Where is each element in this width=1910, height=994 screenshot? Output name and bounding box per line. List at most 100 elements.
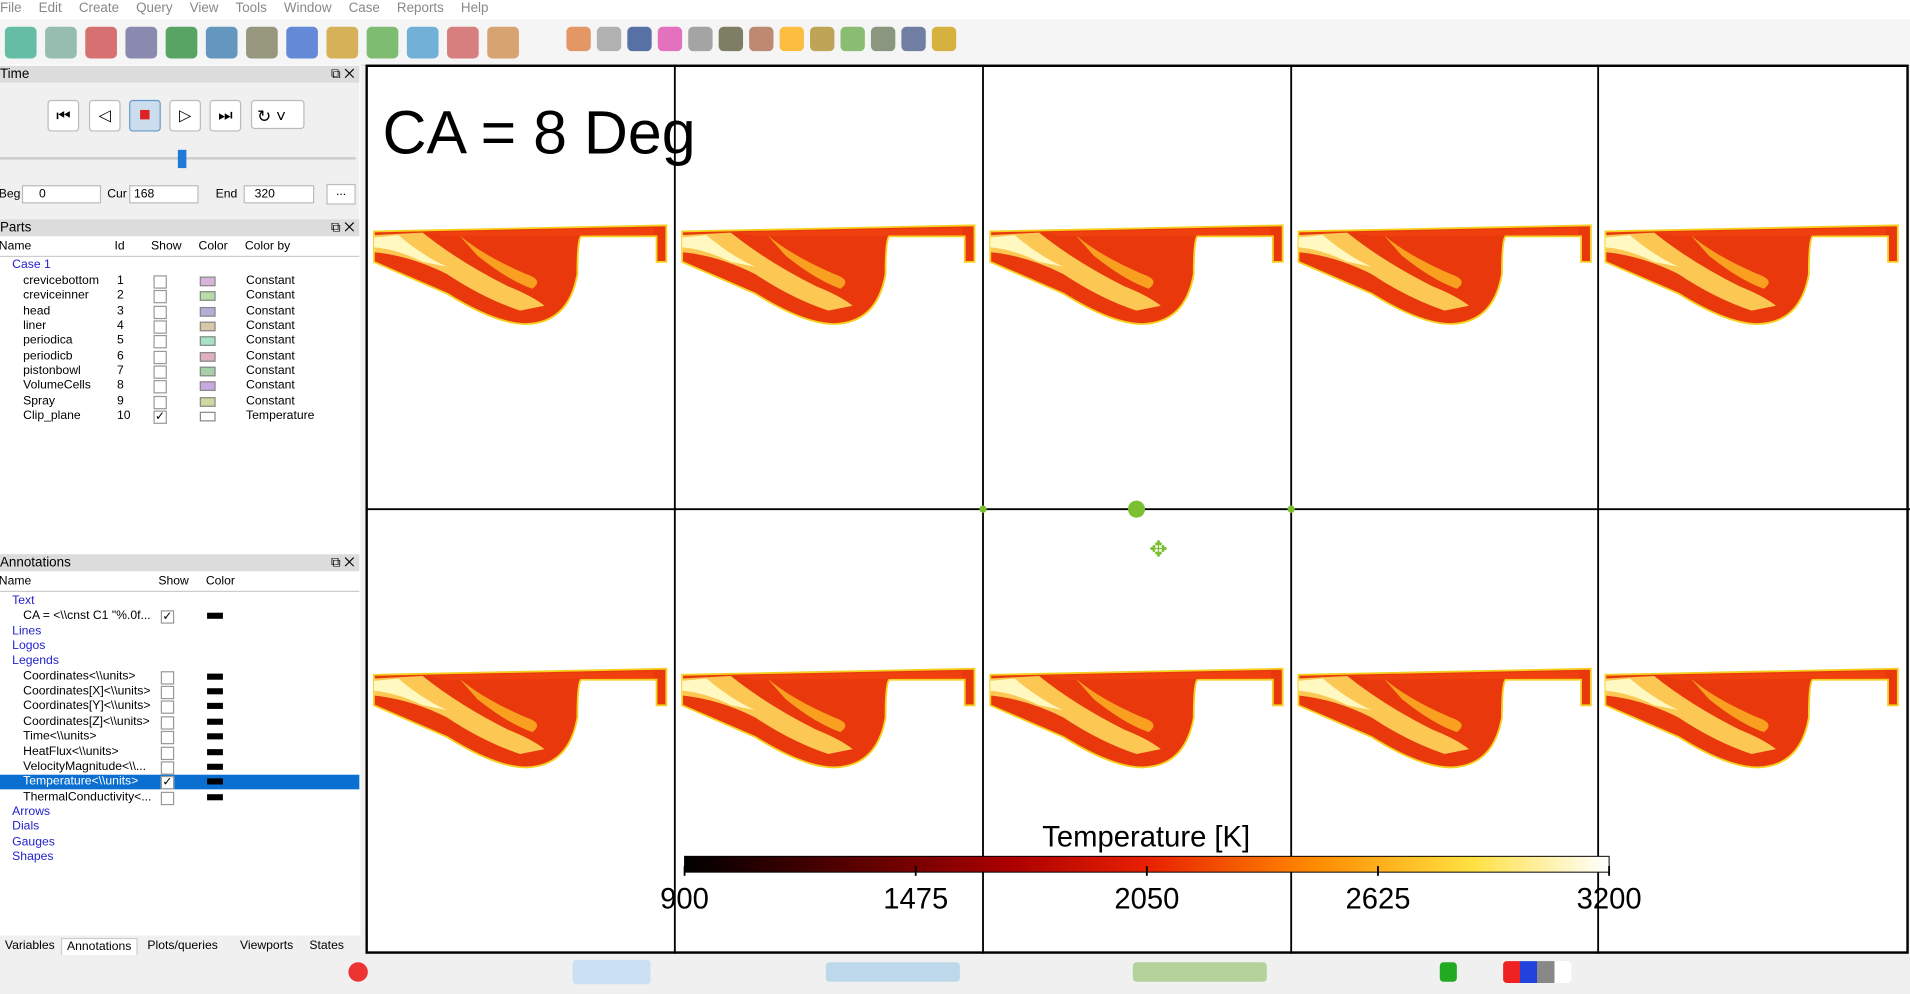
part-row[interactable]: Clip_plane 10 ✓ Temperature bbox=[0, 409, 359, 425]
first-button[interactable]: ⏮ bbox=[47, 99, 80, 132]
color-swatch[interactable] bbox=[207, 688, 223, 695]
annotation-row[interactable]: Temperature<\\units> ✓ bbox=[0, 774, 360, 790]
tool-group[interactable] bbox=[825, 962, 960, 982]
annotation-row[interactable]: Coordinates<\\units> bbox=[0, 670, 359, 685]
show-checkbox[interactable] bbox=[153, 275, 167, 289]
cur-input[interactable]: 168 bbox=[129, 185, 199, 204]
end-input[interactable]: 320 bbox=[243, 185, 315, 204]
color-button[interactable] bbox=[1503, 961, 1572, 984]
manipulators[interactable]: ✥ bbox=[979, 500, 1295, 562]
menu-item[interactable]: Create bbox=[78, 1, 120, 16]
part-row[interactable]: VolumeCells 8 Constant bbox=[0, 379, 359, 394]
group-name[interactable]: Arrows bbox=[12, 805, 51, 819]
tool-button[interactable] bbox=[85, 26, 117, 59]
show-checkbox[interactable] bbox=[160, 791, 175, 805]
menu-item[interactable]: Reports bbox=[396, 1, 444, 16]
tool-button[interactable] bbox=[326, 26, 359, 59]
tool-button[interactable] bbox=[840, 26, 865, 52]
part-row[interactable]: periodicb 6 Constant bbox=[0, 349, 359, 364]
annotation-row[interactable]: Coordinates[Z]<\\units> bbox=[0, 715, 359, 730]
show-checkbox[interactable] bbox=[153, 320, 167, 334]
tool-button[interactable] bbox=[165, 26, 198, 59]
case-name[interactable]: Case 1 bbox=[12, 258, 51, 272]
tool-button[interactable] bbox=[810, 26, 835, 52]
tool-button[interactable] bbox=[870, 26, 896, 52]
show-checkbox[interactable]: ✓ bbox=[160, 776, 175, 790]
tool-button[interactable] bbox=[487, 26, 519, 59]
tool-button[interactable] bbox=[125, 26, 158, 59]
tool-button[interactable] bbox=[366, 26, 399, 59]
close-button[interactable]: ⧉ ✕ bbox=[330, 555, 355, 571]
part-row[interactable]: creviceinner 2 Constant bbox=[0, 289, 359, 304]
play-button[interactable]: ▷ bbox=[169, 99, 201, 132]
color-swatch[interactable] bbox=[199, 411, 216, 422]
part-row[interactable]: Spray 9 Constant bbox=[0, 394, 359, 410]
menu-item[interactable]: Query bbox=[136, 1, 173, 16]
color-swatch[interactable] bbox=[207, 703, 223, 710]
color-swatch[interactable] bbox=[207, 778, 223, 785]
annotation-row[interactable]: CA = <\\cnst C1 "%.0f... ✓ bbox=[0, 609, 359, 625]
color-swatch[interactable] bbox=[199, 291, 216, 302]
show-checkbox[interactable] bbox=[160, 746, 175, 760]
stop-button[interactable]: ■ bbox=[129, 99, 161, 132]
close-button[interactable]: ⧉ ✕ bbox=[330, 66, 355, 82]
color-swatch[interactable] bbox=[199, 306, 216, 317]
show-checkbox[interactable]: ✓ bbox=[153, 410, 167, 425]
show-checkbox[interactable] bbox=[153, 395, 167, 410]
color-swatch[interactable] bbox=[199, 321, 216, 332]
tab[interactable]: Variables bbox=[4, 939, 55, 953]
tool-button[interactable] bbox=[688, 26, 713, 52]
menu-item[interactable]: Window bbox=[283, 1, 332, 16]
color-swatch[interactable] bbox=[207, 733, 223, 740]
tool-button[interactable] bbox=[447, 26, 479, 59]
color-swatch[interactable] bbox=[207, 718, 223, 725]
annotation-row[interactable]: HeatFlux<\\units> bbox=[0, 745, 359, 760]
color-swatch[interactable] bbox=[207, 763, 223, 770]
tool-button[interactable] bbox=[348, 962, 368, 982]
tab[interactable]: States bbox=[309, 939, 344, 953]
prev-button[interactable]: ◁ bbox=[88, 99, 121, 132]
color-swatch[interactable] bbox=[199, 366, 216, 377]
tool-button[interactable] bbox=[45, 26, 77, 59]
tool-button[interactable] bbox=[286, 26, 318, 59]
annotation-row[interactable]: Coordinates[X]<\\units> bbox=[0, 685, 359, 700]
color-swatch[interactable] bbox=[207, 673, 223, 680]
tool-button[interactable] bbox=[779, 26, 804, 52]
tool-button[interactable] bbox=[4, 26, 37, 59]
tool-button[interactable] bbox=[406, 26, 439, 59]
tool-button[interactable] bbox=[572, 959, 651, 985]
annotation-row[interactable]: ThermalConductivity<... bbox=[0, 790, 359, 805]
menu-item[interactable]: File bbox=[0, 1, 22, 16]
tab[interactable]: Viewports bbox=[239, 939, 294, 953]
menu-item[interactable]: Edit bbox=[38, 1, 62, 16]
group-name[interactable]: Legends bbox=[12, 654, 59, 668]
show-checkbox[interactable] bbox=[160, 670, 175, 685]
menu-item[interactable]: Tools bbox=[235, 1, 267, 16]
more-button[interactable]: ... bbox=[326, 183, 356, 205]
group-name[interactable]: Gauges bbox=[12, 835, 55, 849]
show-checkbox[interactable] bbox=[153, 365, 167, 379]
show-checkbox[interactable] bbox=[160, 700, 175, 715]
tool-button[interactable] bbox=[749, 26, 774, 52]
annotation-row[interactable]: Time<\\units> bbox=[0, 730, 359, 745]
show-checkbox[interactable] bbox=[153, 290, 167, 304]
color-swatch[interactable] bbox=[207, 748, 223, 755]
group-name[interactable]: Text bbox=[12, 594, 35, 608]
color-swatch[interactable] bbox=[199, 351, 216, 362]
tool-button[interactable] bbox=[566, 26, 591, 52]
show-checkbox[interactable] bbox=[153, 380, 167, 394]
color-swatch[interactable] bbox=[207, 613, 223, 620]
part-row[interactable]: liner 4 Constant bbox=[0, 319, 359, 334]
tool-button[interactable] bbox=[901, 26, 926, 52]
group-name[interactable]: Shapes bbox=[12, 850, 54, 864]
show-checkbox[interactable]: ✓ bbox=[160, 610, 175, 625]
color-swatch[interactable] bbox=[199, 381, 216, 392]
tool-button[interactable] bbox=[205, 26, 238, 59]
annotation-row[interactable]: Coordinates[Y]<\\units> bbox=[0, 700, 359, 715]
show-checkbox[interactable] bbox=[153, 305, 167, 319]
tool-button[interactable] bbox=[246, 26, 278, 59]
slider-handle[interactable] bbox=[177, 149, 187, 169]
close-button[interactable]: ⧉ ✕ bbox=[330, 220, 355, 236]
tool-button[interactable] bbox=[627, 26, 652, 52]
tab[interactable]: Plots/queries bbox=[147, 939, 218, 953]
